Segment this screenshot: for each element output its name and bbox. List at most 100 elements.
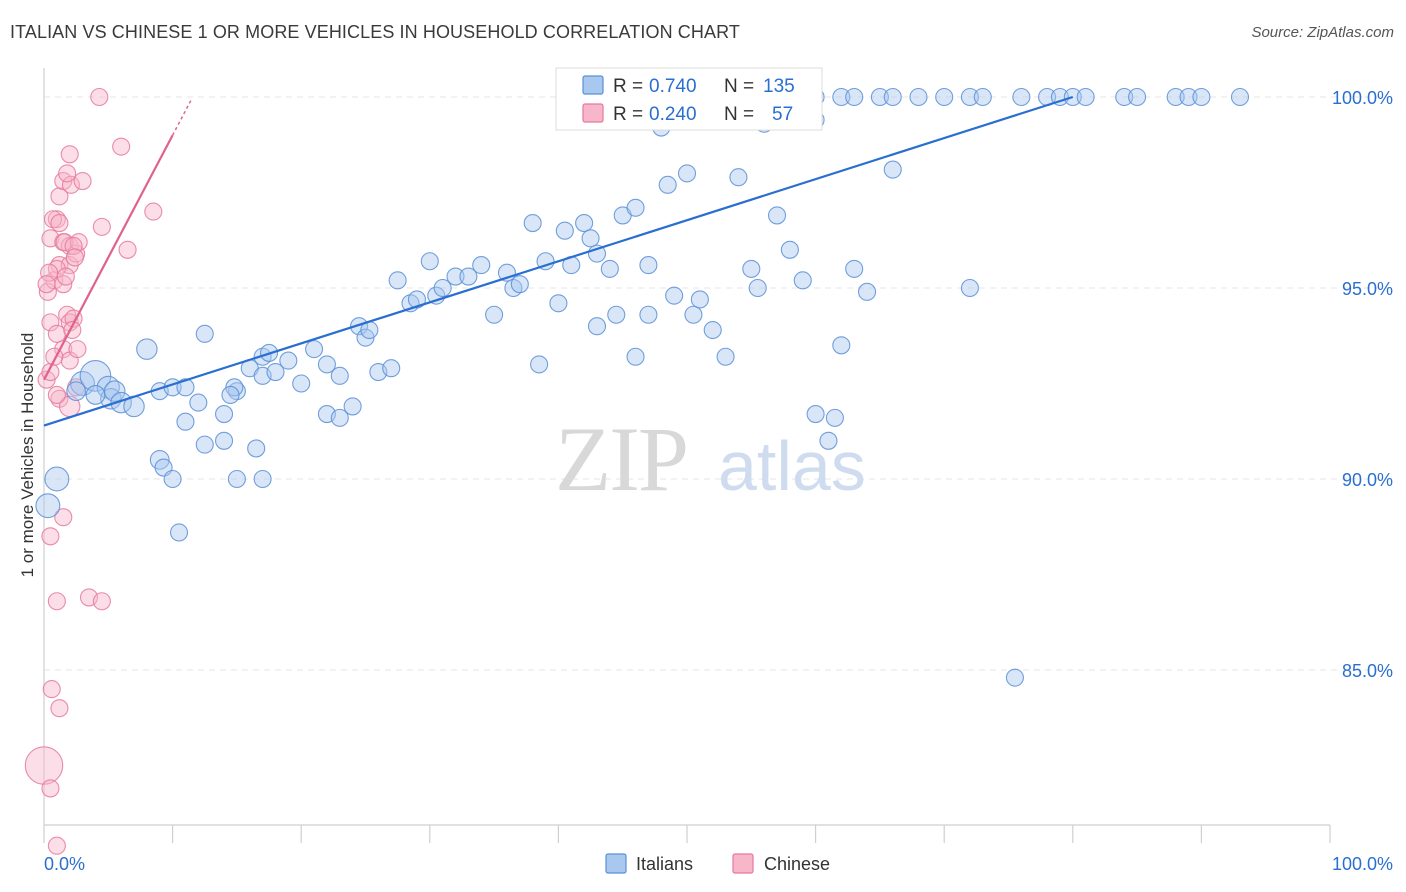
italian-point: [845, 87, 864, 107]
italian-point: [195, 435, 214, 454]
italian-point: [780, 240, 799, 259]
chinese-point: [61, 175, 81, 194]
italian-point: [176, 378, 195, 397]
italian-point: [677, 164, 697, 183]
italian-point: [343, 397, 362, 416]
italian-point: [35, 493, 61, 519]
italian-point: [575, 214, 594, 233]
italian-point: [305, 340, 324, 359]
italian-point: [883, 87, 902, 107]
italian-point: [1050, 87, 1069, 107]
chinese-point: [56, 267, 75, 286]
italian-point: [176, 412, 195, 431]
chinese-point: [50, 214, 69, 233]
italian-point: [1076, 87, 1095, 107]
italian-point: [523, 214, 542, 233]
italian-point: [639, 256, 658, 275]
italian-point: [587, 317, 607, 336]
italian-point: [665, 286, 684, 305]
y-tick-label: 85.0%: [1342, 661, 1393, 681]
italian-point: [536, 252, 555, 271]
italian-point: [1005, 668, 1024, 687]
tick-labels: 85.0% 90.0% 95.0% 100.0% 0.0% 100.0%: [44, 88, 1393, 874]
chinese-point: [58, 164, 77, 183]
italian-point: [857, 282, 877, 301]
italian-point: [382, 359, 401, 378]
legend-bottom-italians-label[interactable]: Italians: [636, 854, 693, 874]
italian-point: [79, 360, 112, 392]
y-tick-label: 100.0%: [1332, 88, 1393, 108]
chinese-point: [24, 746, 64, 785]
chinese-point: [41, 779, 60, 798]
chinese-point: [65, 248, 84, 267]
italian-point: [110, 391, 132, 414]
italian-point: [909, 87, 928, 107]
italian-point: [883, 160, 902, 179]
italian-point: [1115, 87, 1134, 107]
legend-italians-r-value: 0.740: [649, 76, 697, 97]
chinese-point: [60, 145, 79, 164]
chinese-point: [37, 275, 56, 294]
chart-title: ITALIAN VS CHINESE 1 OR MORE VEHICLES IN…: [10, 22, 740, 42]
legend-italians-r-label: R =: [613, 76, 643, 97]
legend-italians-n-label: N =: [724, 76, 754, 97]
chinese-point: [64, 236, 83, 256]
chinese-point: [92, 592, 111, 611]
chinese-point: [41, 527, 60, 546]
italian-point: [973, 87, 992, 107]
italian-point: [420, 252, 439, 271]
italian-point: [214, 405, 234, 424]
italian-point: [1230, 87, 1250, 107]
italian-point: [960, 87, 979, 107]
italian-point: [793, 271, 812, 290]
italian-point: [832, 336, 851, 355]
chinese-points: [24, 87, 163, 855]
italian-point: [214, 431, 234, 450]
chinese-trend-extension: [171, 98, 193, 136]
italian-point: [485, 305, 504, 324]
italian-point: [66, 381, 87, 402]
italian-point: [658, 175, 677, 194]
x-tick-label: 0.0%: [44, 854, 85, 874]
italian-point: [44, 466, 70, 492]
chinese-point: [47, 836, 66, 855]
italian-point: [530, 355, 549, 374]
italian-point: [459, 267, 478, 286]
italian-point: [317, 355, 336, 374]
italian-point: [845, 259, 864, 278]
italian-point: [227, 469, 246, 489]
chinese-point: [50, 187, 69, 206]
italian-point: [742, 259, 761, 278]
italian-point: [690, 290, 709, 309]
trend-lines: [43, 95, 1074, 427]
italian-point: [825, 408, 844, 427]
legend-italians-n-value: 135: [763, 76, 795, 97]
italian-point: [767, 206, 787, 225]
chinese-point: [47, 324, 66, 343]
italian-point: [446, 267, 465, 286]
italian-point: [684, 305, 703, 324]
italian-point: [748, 278, 767, 298]
legend-bottom-italians-swatch[interactable]: [605, 853, 627, 874]
chinese-point: [54, 508, 73, 527]
italian-point: [1012, 87, 1031, 107]
italian-point: [136, 338, 158, 360]
italian-point: [607, 305, 626, 324]
legend-bottom-chinese-swatch[interactable]: [732, 853, 754, 874]
chinese-point: [50, 699, 69, 718]
italian-point: [1166, 87, 1185, 107]
italian-point: [388, 271, 407, 290]
italian-point: [716, 347, 735, 366]
chinese-point: [73, 171, 92, 191]
italian-point: [549, 294, 568, 313]
watermark: ZIP atlas: [555, 408, 866, 510]
y-axis-label: 1 or more Vehicles in Household: [18, 332, 37, 578]
italian-point: [350, 317, 369, 336]
italian-point: [639, 305, 658, 324]
italian-point: [729, 168, 748, 187]
legend-chinese-n-value: 57: [772, 104, 793, 125]
legend-bottom-chinese-label[interactable]: Chinese: [764, 854, 830, 874]
italians-trend-line: [43, 95, 1074, 427]
correlation-legend: R = 0.740 N = 135 R = 0.240 N = 57: [555, 67, 823, 131]
italian-point: [703, 320, 722, 340]
